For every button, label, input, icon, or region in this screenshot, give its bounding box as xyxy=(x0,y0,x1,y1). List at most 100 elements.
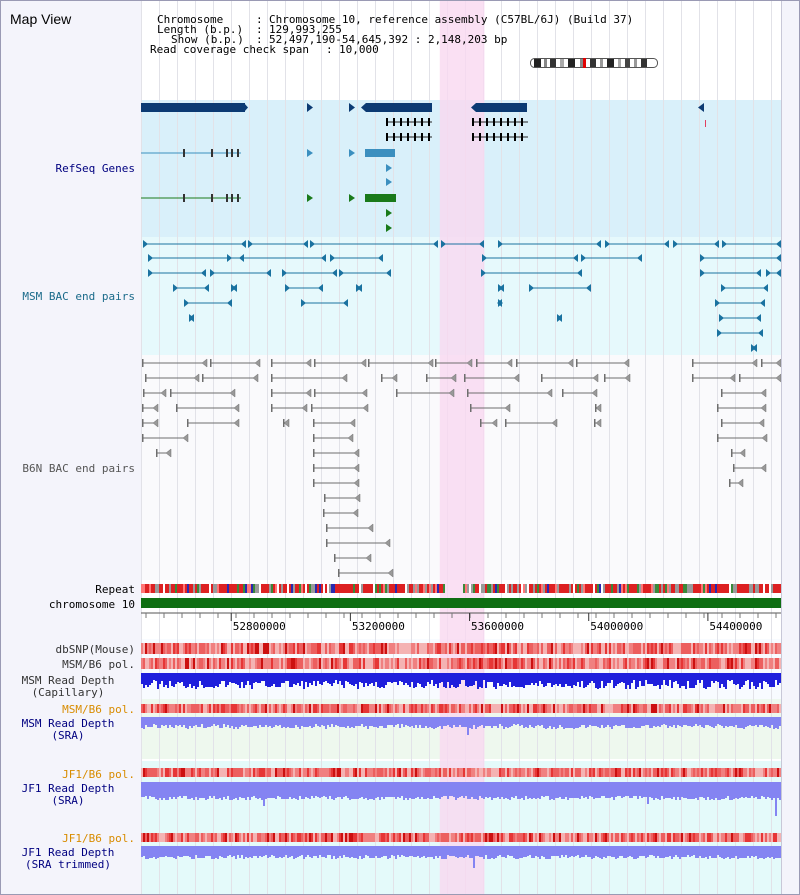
msm-capillary-depth-bar xyxy=(735,673,737,685)
msm-capillary-depth-bar xyxy=(275,673,277,687)
msm-bac-end xyxy=(173,284,178,292)
msm-capillary-depth-bar xyxy=(543,673,545,687)
jf1-b6-pol-cell xyxy=(447,768,449,777)
msm-b6-pol-cell xyxy=(519,704,521,713)
dbsnp-cell xyxy=(517,643,519,654)
jf1-sra-depth-bar xyxy=(253,782,255,796)
msm-capillary-depth-bar xyxy=(457,673,459,687)
msm-b6-pol-cell xyxy=(725,658,727,669)
b6n-bac-end xyxy=(170,389,172,397)
repeat-element xyxy=(303,584,305,593)
msm-b6-pol-cell xyxy=(465,658,467,669)
repeat-element xyxy=(753,584,755,593)
repeat-element xyxy=(599,584,601,593)
msm-b6-pol-cell xyxy=(445,658,447,669)
jf1-b6-pol-cell xyxy=(651,833,653,842)
jf1-b6-pol-cell xyxy=(295,833,297,842)
b6n-bac-end xyxy=(384,538,391,548)
jf1-sra-depth-bar xyxy=(471,782,473,797)
jf1-sra-depth-bar xyxy=(453,782,455,797)
dbsnp-cell xyxy=(615,643,617,654)
msm-sra-depth-bar xyxy=(149,717,151,727)
msm-sra-depth-bar xyxy=(419,717,421,725)
msm-b6-pol-cell xyxy=(335,658,337,669)
msm-sra-depth-bar xyxy=(777,717,779,729)
b6n-bac-end xyxy=(381,374,383,382)
jf1-b6-pol-cell xyxy=(723,833,725,842)
jf1-b6-pol-cell xyxy=(373,833,375,842)
msm-b6-pol-cell xyxy=(467,658,469,669)
dbsnp-cell xyxy=(599,643,601,654)
msm-b6-pol-cell xyxy=(165,658,167,669)
jf1-sra-depth-bar xyxy=(363,782,365,799)
jf1-trimmed-depth-bar xyxy=(159,846,161,857)
dbsnp-cell xyxy=(159,643,161,654)
msm-b6-pol-cell xyxy=(209,704,211,713)
dbsnp-cell xyxy=(623,643,625,654)
msm-b6-pol-cell xyxy=(221,658,223,669)
jf1-trimmed-depth-bar xyxy=(373,846,375,858)
msm-b6-pol-cell xyxy=(439,704,441,713)
msm-capillary-depth-bar xyxy=(329,673,331,684)
chromosome-ideogram[interactable] xyxy=(530,53,658,68)
dbsnp-cell xyxy=(713,643,715,654)
repeat-element xyxy=(387,584,389,593)
jf1-trimmed-depth-bar xyxy=(203,846,205,858)
msm-capillary-depth-bar xyxy=(727,673,729,680)
jf1-b6-pol-cell xyxy=(685,768,687,777)
dbsnp-cell xyxy=(683,643,685,654)
jf1-b6-pol-cell xyxy=(297,768,299,777)
jf1-sra-depth-bar xyxy=(591,782,593,797)
repeat-element xyxy=(635,584,637,593)
repeat-element xyxy=(605,584,607,593)
repeat-element xyxy=(219,584,221,593)
msm-b6-pol-cell xyxy=(489,704,491,713)
repeat-element xyxy=(407,584,409,593)
dbsnp-cell xyxy=(257,643,259,654)
dbsnp-cell xyxy=(419,643,421,654)
jf1-b6-pol-cell xyxy=(403,833,405,842)
jf1-trimmed-depth-bar xyxy=(705,846,707,857)
msm-b6-pol-cell xyxy=(231,658,233,669)
jf1-b6-pol-cell xyxy=(403,768,405,777)
jf1-trimmed-depth-bar xyxy=(723,846,725,859)
msm-b6-pol-cell xyxy=(581,704,583,713)
msm-b6-pol-cell xyxy=(397,704,399,713)
jf1-trimmed-depth-bar xyxy=(467,846,469,855)
msm-capillary-depth-bar xyxy=(409,673,411,687)
dbsnp-cell xyxy=(379,643,381,654)
jf1-sra-depth-bar xyxy=(371,782,373,799)
jf1-b6-pol-cell xyxy=(145,833,147,842)
msm-b6-pol-cell xyxy=(267,658,269,669)
msm-b6-pol-cell xyxy=(693,658,695,669)
b6n-bac-end xyxy=(761,359,763,367)
msm-sra-depth-bar xyxy=(623,717,625,725)
jf1-trimmed-depth-bar xyxy=(657,846,659,856)
jf1-sra-depth-bar xyxy=(389,782,391,797)
msm-capillary-depth-bar xyxy=(773,673,775,687)
b6n-bac-end xyxy=(334,554,336,562)
msm-b6-pol-cell xyxy=(229,704,231,713)
jf1-sra-depth-bar xyxy=(355,782,357,799)
msm-b6-pol-cell xyxy=(249,658,251,669)
jf1-sra-depth-bar xyxy=(731,782,733,800)
msm-b6-pol-cell xyxy=(529,704,531,713)
msm-b6-pol-cell xyxy=(433,704,435,713)
jf1-sra-depth-bar xyxy=(561,782,563,799)
jf1-sra-depth-bar xyxy=(361,782,363,797)
jf1-sra-depth-bar xyxy=(647,782,649,804)
exon xyxy=(428,133,430,141)
msm-b6-pol-cell xyxy=(337,658,339,669)
msm-sra-depth-bar xyxy=(377,717,379,728)
dbsnp-cell xyxy=(727,643,729,654)
msm-sra-depth-bar xyxy=(697,717,699,726)
dbsnp-cell xyxy=(177,643,179,654)
jf1-b6-pol-cell xyxy=(227,768,229,777)
repeat-element xyxy=(225,584,227,593)
msm-sra-depth-bar xyxy=(301,717,303,726)
repeat-element xyxy=(175,584,177,593)
jf1-b6-pol-cell xyxy=(697,833,699,842)
msm-sra-depth-bar xyxy=(617,717,619,726)
jf1-trimmed-depth-bar xyxy=(381,846,383,857)
